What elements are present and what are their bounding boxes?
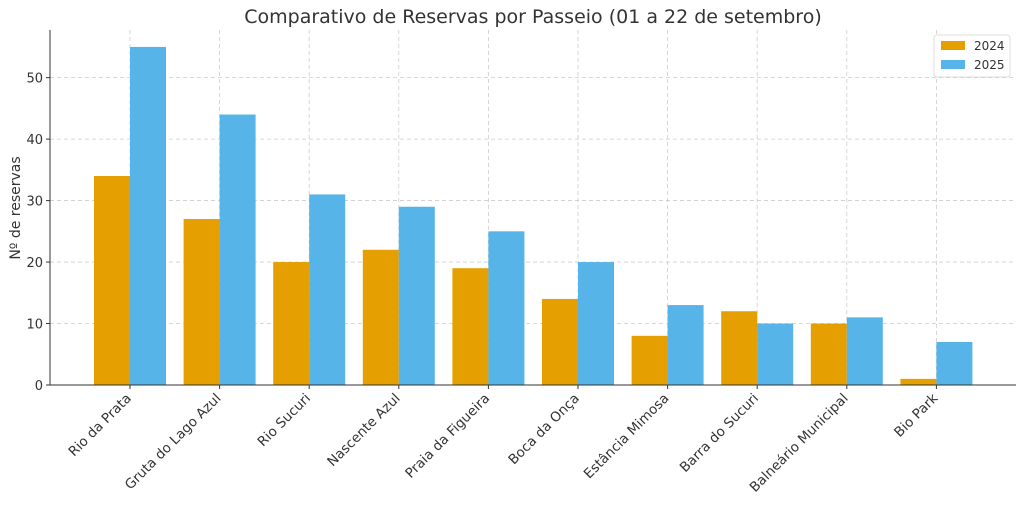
legend: 2024 2025 bbox=[933, 34, 1011, 78]
y-tick-label: 0 bbox=[35, 379, 43, 394]
bar-2025 bbox=[578, 262, 614, 385]
legend-label: 2024 bbox=[974, 39, 1005, 53]
bar-2025 bbox=[219, 114, 256, 386]
x-tick-label: Rio Sucuri bbox=[255, 391, 314, 450]
bar-2025 bbox=[398, 206, 435, 385]
x-tick-label: Rio da Prata bbox=[65, 391, 134, 460]
y-axis-label: Nº de reservas bbox=[8, 156, 24, 259]
y-tick-label: 20 bbox=[26, 256, 43, 271]
y-tick-label: 50 bbox=[26, 72, 43, 87]
bar-2024 bbox=[631, 335, 668, 385]
bar-2024 bbox=[183, 219, 220, 385]
bar-2024 bbox=[452, 268, 489, 385]
bar-2024 bbox=[273, 262, 310, 385]
bar-2024 bbox=[900, 378, 937, 385]
x-tick-label: Gruta do Lago Azul bbox=[122, 391, 225, 494]
legend-swatch bbox=[941, 41, 965, 50]
bar-2025 bbox=[667, 305, 704, 385]
x-tick-label: Estância Mimosa bbox=[581, 391, 673, 483]
bar-2024 bbox=[810, 323, 847, 385]
legend-swatch bbox=[941, 60, 965, 69]
bar-2025 bbox=[488, 231, 525, 385]
bar-2025 bbox=[757, 323, 794, 385]
bar-2025 bbox=[936, 341, 973, 385]
bar-2024 bbox=[721, 311, 758, 385]
legend-label: 2025 bbox=[974, 58, 1005, 72]
bar-2024 bbox=[542, 298, 578, 385]
x-tick-label: Bio Park bbox=[891, 390, 941, 440]
chart-title: Comparativo de Reservas por Passeio (01 … bbox=[244, 6, 822, 28]
x-tick-label: Boca da Onça bbox=[505, 391, 582, 468]
x-tick-label: Praia da Figueira bbox=[402, 391, 493, 482]
y-tick-label: 10 bbox=[26, 318, 43, 333]
bar-2025 bbox=[309, 194, 346, 385]
x-tick-label: Barra do Sucuri bbox=[677, 391, 762, 476]
x-tick-label: Balneário Municipal bbox=[747, 391, 852, 496]
bar-2025 bbox=[846, 317, 883, 385]
bar-2024 bbox=[362, 249, 399, 385]
x-tick-label: Nascente Azul bbox=[324, 391, 403, 470]
bar-2025 bbox=[130, 46, 166, 386]
y-tick-label: 30 bbox=[26, 195, 43, 210]
bar-2024 bbox=[94, 175, 130, 385]
y-tick-label: 40 bbox=[26, 133, 43, 148]
